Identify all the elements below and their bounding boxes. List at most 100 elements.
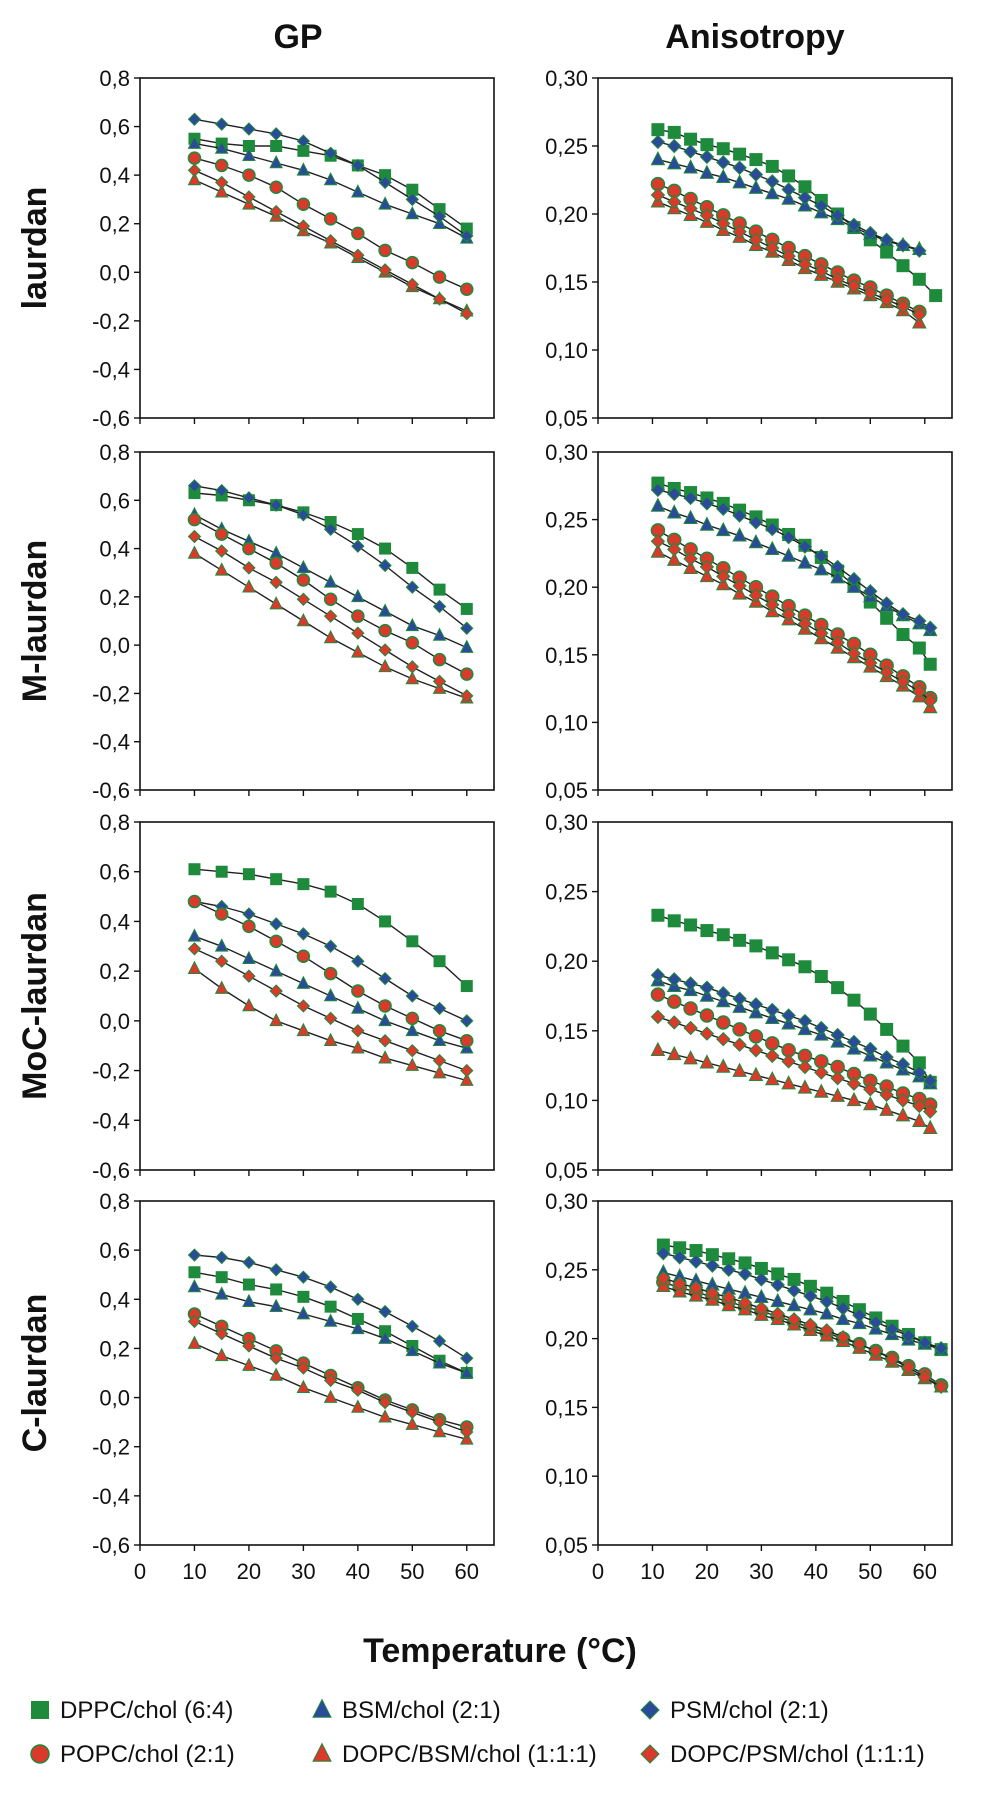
data-point — [187, 112, 202, 126]
data-point — [323, 988, 338, 1002]
y-tick-label: 0,20 — [545, 575, 588, 600]
x-tick-label: 60 — [455, 1559, 479, 1584]
data-point — [214, 1286, 229, 1300]
data-point — [269, 1367, 283, 1381]
data-point — [269, 127, 283, 141]
data-point — [684, 918, 698, 932]
data-point — [699, 208, 715, 223]
data-point — [699, 987, 715, 1002]
data-point — [351, 1292, 365, 1306]
data-point — [460, 229, 474, 243]
legend-item-psm-chol-2-1: PSM/chol (2:1) — [640, 1697, 829, 1724]
data-point — [242, 907, 256, 921]
data-point — [460, 1351, 474, 1365]
data-point — [296, 1361, 311, 1375]
data-point — [912, 641, 926, 655]
legend-label: DPPC/chol (6:4) — [60, 1697, 233, 1724]
data-point — [764, 1009, 780, 1024]
data-point — [214, 1326, 229, 1341]
data-point — [852, 1336, 867, 1352]
series-dopc-bsm-chol-1-1-1 — [650, 543, 938, 714]
y-tick-label: -0,2 — [92, 309, 130, 334]
data-point — [296, 197, 311, 212]
data-point — [797, 539, 813, 554]
data-point — [323, 1389, 338, 1403]
data-point — [214, 140, 229, 154]
data-point — [895, 674, 911, 690]
x-tick-label: 40 — [804, 1559, 828, 1584]
series-psm-chol-2-1 — [650, 482, 938, 635]
data-point — [378, 971, 392, 986]
y-tick-label: 0,30 — [545, 66, 588, 91]
data-point — [405, 206, 420, 220]
data-point — [737, 1295, 753, 1311]
data-point — [879, 596, 894, 611]
data-point — [214, 1347, 229, 1362]
data-point — [700, 138, 714, 152]
data-point — [797, 1079, 813, 1094]
data-point — [214, 483, 229, 498]
y-tick-label: 0,0 — [99, 1386, 130, 1411]
data-point — [782, 953, 796, 967]
data-point — [432, 599, 447, 614]
x-tick-label: 60 — [913, 1559, 937, 1584]
data-point — [650, 497, 666, 512]
series-dppc-chol-6-4 — [651, 908, 937, 1089]
data-point — [813, 561, 829, 576]
data-point — [754, 1272, 769, 1287]
data-point — [699, 559, 715, 575]
data-point — [378, 623, 392, 638]
data-point — [699, 516, 715, 531]
data-point — [405, 580, 420, 594]
data-point — [351, 226, 365, 241]
series-dopc-psm-chol-1-1-1 — [650, 1009, 938, 1119]
data-point — [378, 175, 392, 190]
data-point — [732, 998, 747, 1013]
data-point — [656, 1246, 671, 1261]
data-point — [863, 1041, 878, 1057]
y-tick-label: 0,10 — [545, 1464, 588, 1489]
data-point — [187, 545, 202, 559]
data-point — [460, 222, 473, 235]
data-point — [716, 928, 730, 942]
data-point — [323, 234, 338, 248]
data-point — [351, 1000, 365, 1014]
y-tick-label: 0,30 — [545, 440, 588, 465]
data-point — [296, 613, 311, 627]
data-point — [270, 140, 283, 152]
data-point — [764, 540, 780, 556]
y-tick-label: 0,20 — [545, 949, 588, 974]
y-tick-label: 0,05 — [545, 1158, 588, 1183]
plot-frame — [139, 451, 495, 791]
data-point — [296, 1022, 311, 1037]
data-point — [242, 969, 256, 983]
data-point — [650, 987, 666, 1002]
data-point — [296, 949, 311, 963]
data-point — [786, 1283, 802, 1298]
data-point — [215, 1271, 228, 1284]
data-point — [296, 927, 311, 941]
series-popc-chol-2-1 — [187, 1307, 474, 1434]
data-point — [405, 1057, 420, 1071]
data-point — [748, 1029, 764, 1044]
data-point — [323, 574, 338, 588]
y-tick-label: 0,05 — [545, 1533, 588, 1558]
data-point — [296, 162, 311, 176]
data-point — [269, 575, 283, 590]
data-point — [666, 994, 682, 1009]
data-point — [683, 144, 698, 159]
data-point — [705, 1258, 720, 1273]
data-point — [716, 501, 731, 516]
y-tick-label: 0,6 — [99, 488, 130, 513]
plot-frame — [597, 1200, 953, 1546]
data-point — [650, 482, 666, 498]
data-point — [803, 1317, 818, 1333]
circle-icon — [30, 1744, 50, 1764]
y-tick-label: 0,0 — [99, 1009, 130, 1034]
data-point — [748, 1004, 764, 1019]
legend-label: POPC/chol (2:1) — [60, 1741, 235, 1768]
data-point — [270, 1283, 283, 1296]
data-point — [214, 527, 229, 541]
column-title-gp: GP — [273, 18, 322, 56]
y-tick-label: 0,2 — [99, 585, 130, 610]
